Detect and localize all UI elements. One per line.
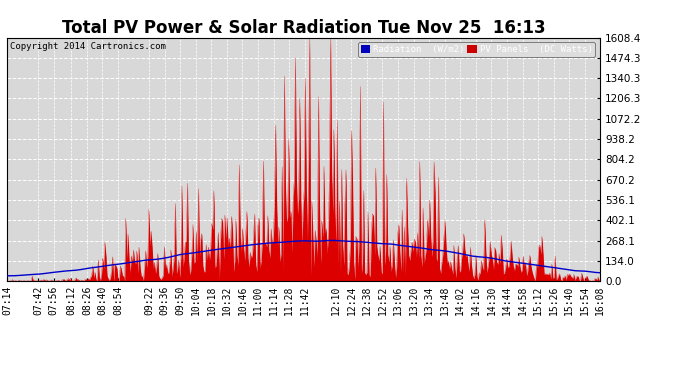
Title: Total PV Power & Solar Radiation Tue Nov 25  16:13: Total PV Power & Solar Radiation Tue Nov…	[62, 20, 545, 38]
Legend: Radiation  (W/m2), PV Panels  (DC Watts): Radiation (W/m2), PV Panels (DC Watts)	[358, 42, 595, 57]
Text: Copyright 2014 Cartronics.com: Copyright 2014 Cartronics.com	[10, 42, 166, 51]
